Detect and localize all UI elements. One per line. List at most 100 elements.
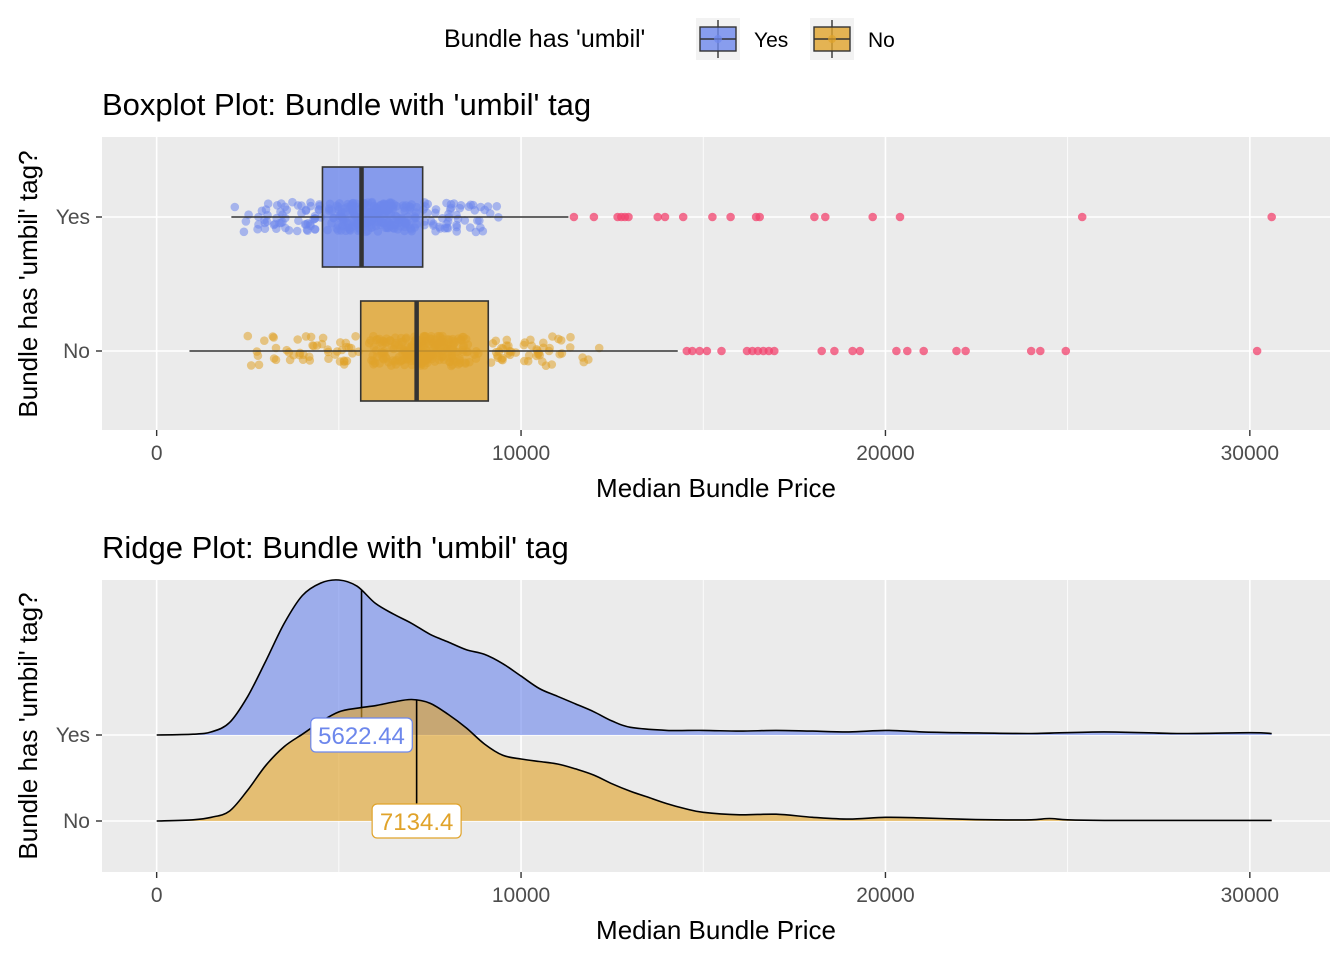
jitter-point [497, 355, 506, 364]
jitter-point [230, 202, 240, 212]
jitter-point [342, 342, 351, 352]
outlier-point [952, 346, 961, 356]
jitter-point [473, 216, 482, 225]
boxplot-x-axis: 0 10000 20000 30000 [151, 430, 1279, 465]
legend-label-no: No [868, 29, 895, 52]
jitter-point [246, 361, 256, 370]
boxplot-y-axis-title: Bundle has 'umbil' tag? [13, 150, 43, 417]
outlier-point [1077, 212, 1087, 222]
outlier-point [895, 212, 905, 222]
jitter-point [548, 332, 557, 341]
x-tick-label: 30000 [1221, 442, 1279, 465]
jitter-point [306, 198, 315, 207]
outlier-point [1026, 346, 1036, 356]
median-label-box-yes [310, 717, 413, 753]
jitter-point [272, 224, 281, 233]
jitter-point [556, 336, 566, 345]
jitter-point [584, 355, 593, 364]
jitter-point [435, 222, 444, 232]
jitter-point [452, 210, 461, 220]
ridge-outline-yes [156, 579, 1272, 736]
legend-key-no [810, 18, 854, 60]
boxplot-x-axis-title: Median Bundle Price [596, 473, 836, 503]
ridge-x-axis-title: Median Bundle Price [596, 915, 836, 945]
ridge-area-no [156, 699, 1272, 821]
jitter-point [324, 354, 333, 364]
median-label-yes: 5622.44 [318, 723, 405, 750]
jitter-point [306, 332, 316, 342]
x-tick-label: 30000 [1221, 884, 1279, 907]
jitter-point [535, 350, 544, 360]
jitter-point [271, 343, 281, 353]
outlier-point [1252, 346, 1262, 356]
outlier-point [702, 346, 712, 356]
jitter-point [431, 208, 440, 218]
outlier-point [810, 212, 819, 222]
outlier-point [848, 346, 857, 356]
boxplot-boxes [189, 166, 678, 402]
outlier-point [1267, 212, 1276, 222]
outlier-point [919, 346, 928, 356]
outlier-point [755, 212, 764, 222]
jitter-point [565, 343, 575, 352]
outlier-point [903, 346, 912, 356]
jitter-point [253, 224, 262, 234]
x-tick-label: 0 [151, 884, 163, 907]
jitter-point [310, 225, 320, 234]
outlier-point [961, 346, 970, 356]
outlier-point [868, 212, 877, 222]
jitter-point [305, 356, 315, 365]
outlier-point [589, 212, 599, 222]
jitter-point [263, 210, 272, 220]
jitter-point [330, 350, 340, 359]
legend: Bundle has 'umbil' Yes No [444, 18, 895, 60]
ridge-densities [156, 579, 1272, 822]
jitter-point [271, 355, 281, 365]
jitter-point [520, 338, 530, 347]
outlier-point [855, 346, 865, 356]
boxplot-panel: Boxplot Plot: Bundle with 'umbil' tag Ye… [13, 87, 1330, 503]
jitter-point [282, 345, 292, 355]
jitter-point [492, 202, 502, 211]
jitter-point [539, 343, 548, 353]
outlier-point [660, 212, 670, 222]
outlier-point [653, 212, 662, 222]
jitter-point [443, 223, 453, 233]
y-tick-label: Yes [56, 724, 90, 747]
outlier-point [821, 212, 830, 222]
jitter-point [443, 217, 453, 226]
jitter-point [293, 335, 303, 344]
ridge-median-labels: 5622.44 7134.4 [310, 717, 462, 839]
outlier-point [726, 212, 735, 222]
jitter-point [312, 341, 322, 350]
boxplot-title: Boxplot Plot: Bundle with 'umbil' tag [102, 87, 591, 122]
jitter-point [511, 348, 521, 357]
jitter-point [470, 206, 480, 215]
x-tick-label: 20000 [856, 442, 914, 465]
jitter-point [294, 216, 303, 225]
outlier-point [770, 346, 779, 356]
jitter-point [476, 223, 485, 232]
outlier-point [892, 346, 901, 356]
y-tick-label: No [63, 340, 90, 363]
outlier-point [695, 346, 704, 356]
jitter-point [239, 227, 249, 237]
jitter-point [284, 226, 294, 235]
ridge-y-axis-title: Bundle has 'umbil' tag? [13, 592, 43, 859]
jitter-point [460, 216, 470, 225]
jitter-point [465, 223, 475, 232]
ridge-outline-no [156, 698, 1272, 822]
x-tick-label: 10000 [492, 884, 550, 907]
jitter-point [260, 224, 270, 233]
jitter-point [243, 331, 253, 341]
boxplot-plot-area [102, 137, 1330, 430]
boxplot-y-axis: Yes No [56, 206, 102, 363]
legend-key-yes [696, 18, 740, 60]
ridge-x-axis: 0 10000 20000 30000 [151, 872, 1279, 907]
jitter-point [497, 343, 506, 353]
outlier-point [717, 346, 726, 356]
x-tick-label: 0 [151, 442, 163, 465]
legend-label-yes: Yes [754, 29, 788, 52]
median-label-no: 7134.4 [380, 809, 453, 836]
